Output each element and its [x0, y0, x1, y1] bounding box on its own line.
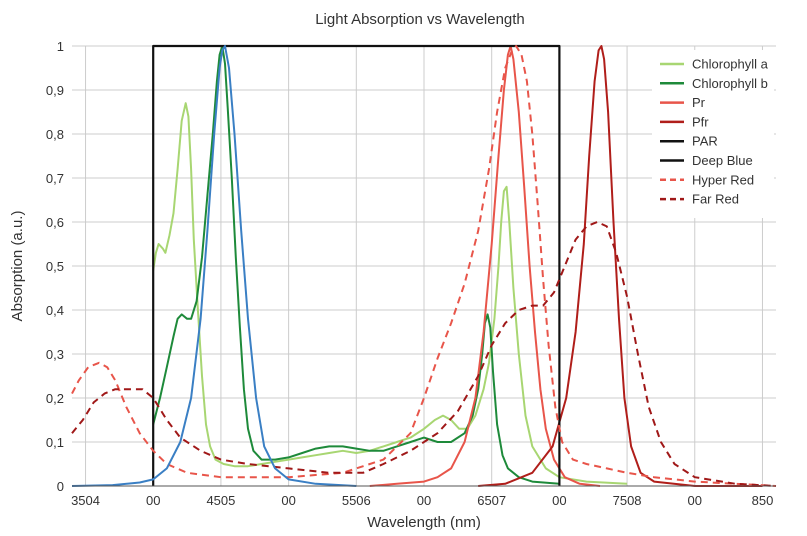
x-tick-label-3: 00 [281, 493, 295, 508]
legend-label-7: Far Red [692, 192, 739, 207]
y-tick-label-8: 0,8 [46, 127, 64, 142]
series-line-6 [71, 45, 777, 487]
y-axis-title: Absorption (a.u.) [9, 211, 26, 322]
y-tick-label-6: 0,6 [46, 215, 64, 230]
x-tick-label-5: 00 [417, 493, 431, 508]
x-tick-label-0: 3504 [71, 493, 100, 508]
legend-label-2: Pr [692, 95, 706, 110]
series-line-3 [478, 45, 763, 487]
series-line-1 [152, 45, 560, 485]
x-tick-label-6: 6507 [477, 493, 506, 508]
x-tick-label-7: 00 [552, 493, 566, 508]
x-tick-label-9: 00 [688, 493, 702, 508]
y-tick-label-2: 0,2 [46, 391, 64, 406]
legend-label-3: Pfr [692, 114, 709, 129]
y-tick-label-1: 0,1 [46, 435, 64, 450]
x-tick-label-2: 4505 [206, 493, 235, 508]
y-tick-label-0: 0 [57, 479, 64, 494]
x-axis-title: Wavelength (nm) [367, 514, 481, 531]
y-tick-label-9: 0,9 [46, 83, 64, 98]
series-line-8 [71, 45, 357, 487]
legend: Chlorophyll a Chlorophyll b Pr Pfr PAR Deep B… [652, 50, 774, 218]
chart-title: Light Absorption vs Wavelength [315, 11, 525, 28]
series-layer [71, 44, 777, 487]
y-tick-label-10: 1 [57, 39, 64, 54]
x-tick-label-10: 850 [752, 493, 774, 508]
x-tick-label-8: 7508 [613, 493, 642, 508]
y-tick-label-3: 0,3 [46, 347, 64, 362]
x-tick-label-4: 5506 [342, 493, 371, 508]
series-line-7 [71, 221, 777, 487]
series-line-4 [152, 44, 561, 486]
series-line-2 [369, 45, 601, 487]
y-tick-label-4: 0,4 [46, 303, 64, 318]
legend-label-1: Chlorophyll b [692, 76, 768, 91]
tick-labels: 3504 00 4505 00 5506 00 6507 00 7508 00 850 0 0,1 0,2… [46, 39, 773, 508]
legend-label-4: PAR [692, 134, 718, 149]
legend-label-6: Hyper Red [692, 172, 754, 187]
x-tick-label-1: 00 [146, 493, 160, 508]
series-line-0 [152, 102, 628, 485]
legend-label-0: Chlorophyll a [692, 57, 769, 72]
y-tick-label-7: 0,7 [46, 171, 64, 186]
legend-background [652, 50, 774, 218]
legend-label-5: Deep Blue [692, 153, 753, 168]
y-tick-label-5: 0,5 [46, 259, 64, 274]
